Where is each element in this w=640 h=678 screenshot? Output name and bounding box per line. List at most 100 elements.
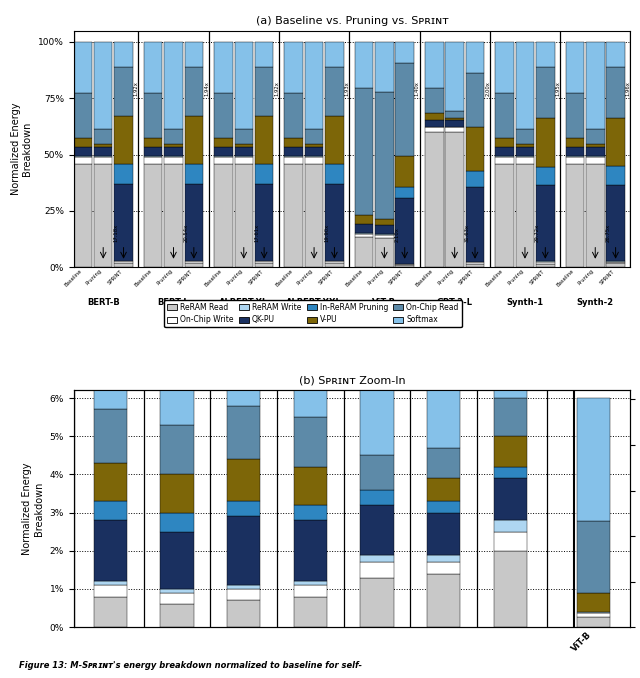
Text: 29.72x: 29.72x: [535, 224, 540, 243]
Bar: [425, 42, 444, 88]
Text: 20.54x: 20.54x: [184, 224, 189, 243]
Bar: [445, 127, 464, 132]
Bar: [396, 187, 414, 199]
Text: Baseline: Baseline: [134, 268, 153, 288]
Bar: [214, 147, 233, 156]
Bar: [285, 163, 303, 267]
Text: 2.10x: 2.10x: [394, 228, 399, 243]
Bar: [93, 463, 127, 501]
Text: 1.92x: 1.92x: [134, 81, 139, 96]
Bar: [396, 264, 414, 266]
Bar: [606, 261, 625, 262]
Bar: [586, 157, 605, 163]
Bar: [355, 88, 373, 214]
Bar: [536, 262, 554, 264]
Bar: [164, 156, 183, 157]
Bar: [466, 171, 484, 186]
Bar: [493, 398, 527, 436]
Bar: [606, 67, 625, 118]
Bar: [325, 163, 344, 184]
Bar: [360, 555, 394, 562]
Text: Pruning: Pruning: [85, 268, 103, 286]
Bar: [355, 224, 373, 233]
Bar: [234, 42, 253, 129]
Bar: [94, 42, 113, 129]
Bar: [466, 127, 484, 171]
Bar: [234, 163, 253, 267]
Text: Baseline: Baseline: [485, 268, 504, 288]
Text: Pruning: Pruning: [367, 268, 385, 286]
Bar: [495, 147, 514, 156]
Bar: [184, 263, 203, 267]
Bar: [427, 447, 460, 478]
Bar: [294, 466, 327, 505]
Y-axis label: Normalized Energy
Breakdown: Normalized Energy Breakdown: [22, 462, 44, 555]
Bar: [586, 156, 605, 157]
Bar: [115, 163, 132, 184]
Bar: [360, 490, 394, 505]
Text: Pruning: Pruning: [226, 268, 244, 286]
Bar: [577, 398, 611, 521]
Title: (b) Sᴘʀɪɴᴛ Zoom-In: (b) Sᴘʀɪɴᴛ Zoom-In: [299, 376, 405, 386]
Bar: [227, 501, 260, 517]
Text: SPRINT: SPRINT: [458, 268, 475, 285]
Bar: [255, 261, 273, 263]
Bar: [325, 261, 344, 263]
Bar: [74, 156, 92, 157]
Bar: [184, 116, 203, 163]
Bar: [184, 261, 203, 263]
Bar: [74, 42, 92, 93]
Bar: [214, 93, 233, 138]
Bar: [214, 157, 233, 163]
Bar: [144, 157, 163, 163]
Bar: [93, 597, 127, 627]
Text: Pruning: Pruning: [437, 268, 454, 286]
Bar: [425, 127, 444, 132]
Bar: [516, 156, 534, 157]
Bar: [294, 341, 327, 417]
Text: 1.94x: 1.94x: [204, 81, 209, 96]
Bar: [360, 578, 394, 627]
Bar: [184, 66, 203, 116]
Bar: [227, 325, 260, 405]
Bar: [425, 113, 444, 120]
Bar: [396, 156, 414, 187]
Bar: [214, 42, 233, 93]
Bar: [606, 185, 625, 261]
Bar: [375, 234, 394, 235]
Bar: [493, 436, 527, 466]
Bar: [305, 156, 323, 157]
Bar: [234, 157, 253, 163]
Bar: [74, 163, 92, 267]
Bar: [466, 264, 484, 267]
Bar: [466, 262, 484, 264]
Bar: [93, 410, 127, 463]
Text: Pruning: Pruning: [577, 268, 595, 286]
Bar: [566, 138, 584, 147]
Text: SPRINT: SPRINT: [177, 268, 194, 285]
Bar: [305, 42, 323, 129]
Bar: [360, 386, 394, 456]
Bar: [160, 593, 194, 604]
Text: 17.61x: 17.61x: [254, 224, 259, 243]
Text: 2.00x: 2.00x: [485, 81, 490, 96]
Bar: [144, 42, 163, 93]
Bar: [93, 520, 127, 581]
Bar: [94, 157, 113, 163]
Bar: [294, 417, 327, 466]
Bar: [305, 129, 323, 144]
Bar: [227, 405, 260, 459]
Bar: [360, 456, 394, 490]
Bar: [255, 42, 273, 66]
Bar: [115, 66, 132, 116]
Bar: [396, 266, 414, 267]
Text: 1.40x: 1.40x: [415, 81, 420, 96]
Bar: [375, 42, 394, 92]
Bar: [285, 93, 303, 138]
Bar: [536, 264, 554, 267]
Bar: [74, 157, 92, 163]
Bar: [94, 156, 113, 157]
Bar: [160, 589, 194, 593]
Bar: [144, 156, 163, 157]
Bar: [586, 147, 605, 156]
